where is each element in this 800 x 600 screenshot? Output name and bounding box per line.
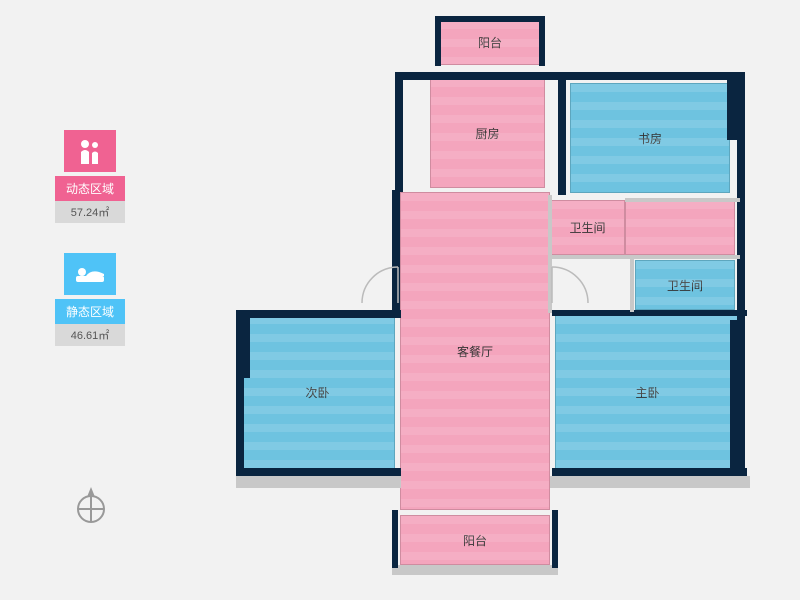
floorplan: 阳台 厨房 书房 卫生间 卫生间 客餐厅 主卧 次卧 阳台 xyxy=(240,20,750,570)
room-kitchen: 厨房 xyxy=(430,78,545,188)
wall xyxy=(435,16,545,22)
wall xyxy=(392,510,398,568)
people-icon xyxy=(64,130,116,172)
wall xyxy=(727,80,741,140)
wall xyxy=(552,510,558,568)
bed-icon xyxy=(64,253,116,295)
door-arc xyxy=(360,265,400,305)
room-balcony-top: 阳台 xyxy=(440,20,540,65)
wall xyxy=(730,320,744,470)
legend-dynamic: 动态区域 57.24㎡ xyxy=(55,130,125,223)
room-study: 书房 xyxy=(570,83,730,193)
wall xyxy=(625,198,740,202)
room-label: 客餐厅 xyxy=(457,343,493,360)
room-label: 主卧 xyxy=(635,384,659,401)
room-balcony-bottom: 阳台 xyxy=(400,515,550,565)
room-label: 卫生间 xyxy=(569,219,605,236)
ledge xyxy=(236,476,401,488)
wall xyxy=(552,310,747,316)
door-arc xyxy=(550,265,590,305)
legend-static: 静态区域 46.61㎡ xyxy=(55,253,125,346)
wall xyxy=(435,16,441,66)
legend-static-value: 46.61㎡ xyxy=(55,324,125,346)
room-bath1-ext xyxy=(625,200,735,255)
room-label: 阳台 xyxy=(463,532,487,549)
wall xyxy=(236,318,250,378)
room-living: 客餐厅 xyxy=(400,192,550,510)
wall xyxy=(550,255,740,259)
room-label: 次卧 xyxy=(305,384,329,401)
wall xyxy=(236,310,401,318)
wall xyxy=(395,72,745,80)
wall xyxy=(630,258,634,312)
room-label: 卫生间 xyxy=(667,277,703,294)
room-second-bedroom: 次卧 xyxy=(240,315,395,470)
legend: 动态区域 57.24㎡ 静态区域 46.61㎡ xyxy=(55,130,125,376)
room-label: 厨房 xyxy=(475,125,499,142)
room-master-bedroom: 主卧 xyxy=(555,315,740,470)
wall xyxy=(552,468,747,476)
compass-icon xyxy=(75,485,107,530)
room-label: 阳台 xyxy=(478,34,502,51)
room-label: 书房 xyxy=(638,130,662,147)
wall xyxy=(236,468,401,476)
wall xyxy=(539,16,545,66)
ledge xyxy=(392,565,558,575)
legend-dynamic-label: 动态区域 xyxy=(55,176,125,201)
wall xyxy=(558,80,566,195)
room-bath1: 卫生间 xyxy=(550,200,625,255)
wall xyxy=(395,72,403,192)
legend-dynamic-value: 57.24㎡ xyxy=(55,201,125,223)
ledge xyxy=(550,476,750,488)
legend-static-label: 静态区域 xyxy=(55,299,125,324)
room-bath2: 卫生间 xyxy=(635,260,735,310)
